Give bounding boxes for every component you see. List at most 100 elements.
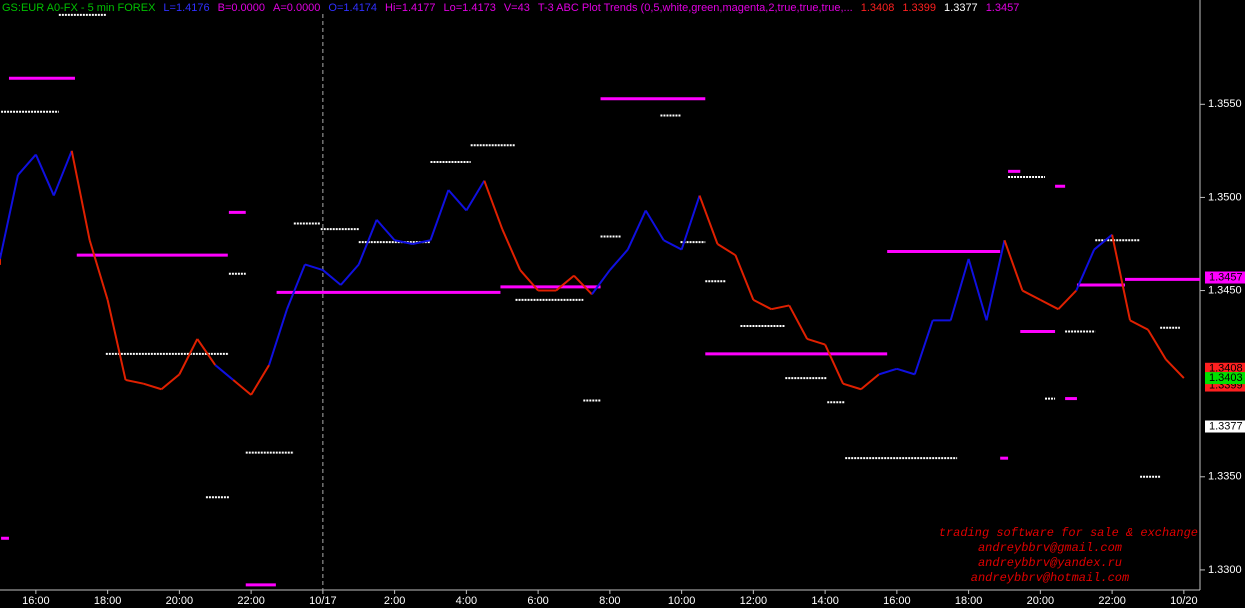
price-segment bbox=[1165, 358, 1185, 379]
y-tick-label: 1.3450 bbox=[1208, 284, 1242, 296]
price-segment bbox=[949, 258, 970, 321]
price-segment bbox=[429, 189, 450, 241]
price-segment bbox=[806, 338, 826, 346]
price-segment bbox=[752, 298, 772, 311]
header-item: B=0.0000 bbox=[218, 2, 265, 14]
x-tick-label: 10:00 bbox=[668, 595, 696, 607]
price-marker-label: 1.3377 bbox=[1209, 420, 1243, 432]
x-tick-label: 8:00 bbox=[599, 595, 620, 607]
price-segment bbox=[34, 154, 55, 196]
header-item: O=1.4174 bbox=[328, 2, 377, 14]
price-segment bbox=[1039, 298, 1059, 311]
x-tick-label: 22:00 bbox=[1098, 595, 1126, 607]
price-segment bbox=[1147, 329, 1167, 360]
header-item: 1.3377 bbox=[944, 2, 978, 14]
price-marker-label: 1.3457 bbox=[1209, 271, 1243, 283]
price-segment bbox=[1003, 239, 1024, 291]
header: GS:EUR A0-FX - 5 min FOREX L=1.4176 B=0.00… bbox=[2, 2, 1019, 14]
watermark: trading software for sale & exchangeandr… bbox=[939, 526, 1198, 585]
price-segment bbox=[1075, 249, 1096, 291]
price-segment bbox=[394, 239, 413, 245]
price-segment bbox=[465, 180, 486, 211]
price-segment bbox=[196, 338, 217, 366]
price-segment bbox=[160, 373, 181, 391]
price-segment bbox=[860, 373, 880, 391]
x-tick-label: 16:00 bbox=[22, 595, 50, 607]
price-segment bbox=[609, 248, 629, 271]
y-tick-label: 1.3500 bbox=[1208, 191, 1242, 203]
x-tick-label: 18:00 bbox=[955, 595, 983, 607]
price-segment bbox=[501, 228, 522, 271]
price-segment bbox=[125, 378, 144, 385]
y-tick-label: 1.3550 bbox=[1208, 98, 1242, 110]
price-segment bbox=[771, 304, 790, 311]
price-segment bbox=[842, 382, 862, 391]
price-segment bbox=[143, 382, 162, 391]
x-tick-label: 22:00 bbox=[237, 595, 265, 607]
header-item: 1.3408 bbox=[861, 2, 895, 14]
price-segment bbox=[375, 219, 396, 241]
price-segment bbox=[555, 274, 575, 292]
price-segment bbox=[250, 364, 270, 396]
price-marker bbox=[1205, 271, 1245, 284]
price-segment bbox=[896, 367, 916, 376]
price-segment bbox=[680, 195, 701, 250]
price-segment bbox=[716, 243, 736, 257]
x-tick-label: 20:00 bbox=[1027, 595, 1055, 607]
price-segment bbox=[644, 209, 665, 241]
y-tick-label: 1.3350 bbox=[1208, 471, 1242, 483]
price-segment bbox=[967, 258, 988, 321]
price-segment bbox=[1021, 289, 1041, 301]
header-item: A=0.0000 bbox=[273, 2, 320, 14]
price-segment bbox=[483, 180, 504, 230]
price-segment bbox=[1129, 319, 1149, 331]
price-segment bbox=[214, 364, 234, 381]
header-item: L=1.4176 bbox=[163, 2, 209, 14]
price-segment bbox=[878, 367, 898, 376]
price-segment bbox=[1093, 233, 1113, 251]
price-segment bbox=[0, 174, 19, 260]
price-segment bbox=[286, 264, 306, 310]
price-segment bbox=[734, 254, 755, 301]
price-segment bbox=[357, 219, 378, 265]
price-segment bbox=[70, 150, 91, 241]
price-segment bbox=[304, 263, 324, 272]
price-marker-label: 1.3403 bbox=[1209, 372, 1243, 384]
x-tick-label: 10/20 bbox=[1170, 595, 1198, 607]
header-item: Lo=1.4173 bbox=[444, 2, 496, 14]
price-segment bbox=[52, 150, 73, 196]
x-tick-label: 10/17 bbox=[309, 595, 337, 607]
price-marker bbox=[1205, 420, 1245, 433]
price-segment bbox=[17, 153, 37, 176]
header-item: 1.3399 bbox=[902, 2, 936, 14]
price-segment bbox=[663, 239, 683, 251]
price-segment bbox=[824, 344, 844, 385]
header-item: 1.3457 bbox=[986, 2, 1020, 14]
price-segment bbox=[322, 269, 342, 286]
watermark-line: andreybbrv@gmail.com bbox=[978, 541, 1122, 555]
x-tick-label: 16:00 bbox=[883, 595, 911, 607]
price-marker-label: 1.3408 bbox=[1209, 363, 1243, 375]
watermark-line: trading software for sale & exchange bbox=[939, 526, 1198, 540]
price-segment bbox=[1111, 234, 1132, 321]
price-segment bbox=[268, 308, 288, 366]
price-segment bbox=[985, 240, 1006, 321]
price-segment bbox=[788, 304, 809, 340]
price-segment bbox=[340, 263, 360, 286]
x-tick-label: 14:00 bbox=[811, 595, 839, 607]
header-item: GS:EUR A0-FX - 5 min FOREX bbox=[2, 2, 156, 14]
x-tick-label: 2:00 bbox=[384, 595, 405, 607]
x-tick-label: 12:00 bbox=[740, 595, 768, 607]
price-segment bbox=[698, 195, 719, 245]
price-segment bbox=[178, 338, 199, 375]
watermark-line: andreybbrv@hotmail.com bbox=[971, 571, 1129, 585]
price-segment bbox=[626, 210, 647, 250]
price-segment bbox=[106, 299, 127, 381]
price-segment bbox=[913, 320, 934, 375]
watermark-line: andreybbrv@yandex.ru bbox=[978, 556, 1122, 570]
header-item: T-3 ABC Plot Trends (0,5,white,green,mag… bbox=[538, 2, 853, 14]
price-marker bbox=[1205, 372, 1245, 385]
